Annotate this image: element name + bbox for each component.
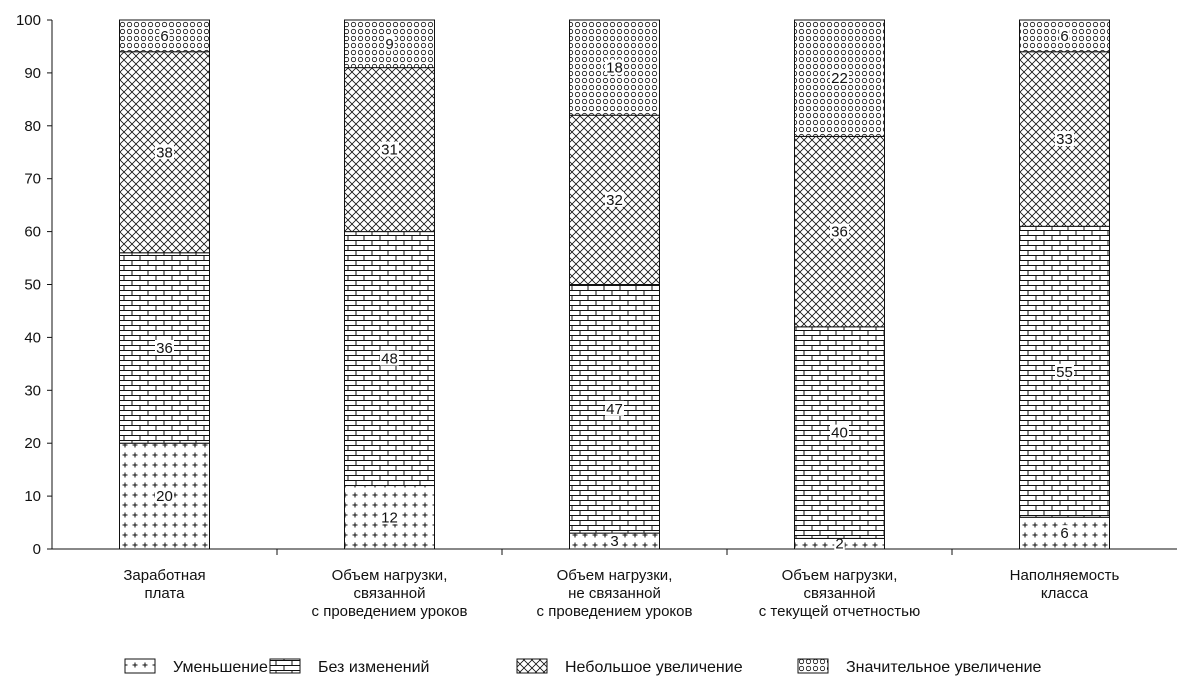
x-category-label-line: Объем нагрузки, [557,567,673,584]
data-label-bg [155,339,174,355]
data-label: 6 [1060,28,1068,45]
data-label-bg [605,191,624,207]
legend-swatch [797,658,829,674]
data-label: 31 [381,142,398,159]
y-tick-label: 60 [24,224,41,241]
x-category-label-line: Объем нагрузки, [332,567,448,584]
y-tick-label: 100 [16,12,41,29]
data-label: 3 [610,533,618,550]
data-label: 48 [381,351,398,368]
legend-label: Значительное увеличение [846,659,1042,676]
data-label: 55 [1056,364,1073,381]
data-label: 32 [606,192,623,209]
x-category-label-line: с проведением уроков [312,603,468,620]
x-category-label-line: Заработная [123,567,205,584]
data-label-bg [155,488,174,504]
x-category-label-line: с проведением уроков [537,603,693,620]
data-label-bg [380,350,399,366]
y-tick-label: 30 [24,382,41,399]
data-label: 6 [1060,525,1068,542]
legend-item: Значительное увеличение [797,658,1042,676]
data-label-bg [834,535,845,551]
x-category-label-line: класса [1041,585,1089,602]
bars: 20 36 38 6 12 48 31 9 3 47 32 18 2 40 36 22 6 55 33 6 [119,19,1110,553]
x-category-label-line: Объем нагрузки, [782,567,898,584]
y-tick-label: 40 [24,329,41,346]
data-label-bg [830,424,849,440]
legend: Уменьшение Без изменений Небольшое увеличе… [124,658,1042,676]
data-label: 40 [831,425,848,442]
legend-swatch [124,658,156,674]
bar-stack: 3 47 32 18 [569,19,660,550]
legend-label: Уменьшение [173,659,268,676]
legend-swatch [269,658,301,674]
data-label-bg [380,509,399,525]
data-label-bg [605,400,624,416]
data-label-bg [1055,131,1074,147]
bar-stack: 12 48 31 9 [344,19,435,550]
data-label: 20 [156,488,173,505]
data-label-bg [1059,27,1070,43]
legend-item: Небольшое увеличение [516,658,743,676]
data-label-bg [830,70,849,86]
x-category-label-line: плата [145,585,186,602]
y-tick-label: 10 [24,488,41,505]
data-label: 47 [606,401,623,418]
y-tick-label: 80 [24,118,41,135]
data-label-bg [609,533,620,549]
legend-item: Уменьшение [124,658,268,676]
x-category-label: Наполняемость класса [1010,567,1120,602]
data-label-bg [830,223,849,239]
x-category-label: Объем нагрузки, связанной с проведением ур… [312,567,468,620]
x-category-label: Заработная плата [123,567,205,602]
bar-stack: 6 55 33 6 [1019,19,1110,550]
x-category-label-line: связанной [354,585,426,602]
data-label: 36 [156,340,173,357]
y-tick-label: 70 [24,171,41,188]
data-label-bg [159,27,170,43]
data-label: 2 [835,536,843,553]
data-label: 33 [1056,131,1073,148]
axes: 0 10 20 30 40 50 60 70 80 90 100 [16,12,1177,558]
data-label-bg [605,59,624,75]
data-label: 6 [160,28,168,45]
y-tick-label: 50 [24,277,41,294]
data-label-bg [384,35,395,51]
x-category-label: Объем нагрузки, не связанной с проведением… [537,567,693,620]
data-label-bg [380,141,399,157]
data-label: 22 [831,70,848,87]
x-category-label: Объем нагрузки, связанной с текущей отчетн… [759,567,920,620]
y-tick-label: 90 [24,65,41,82]
data-label: 18 [606,60,623,77]
bar-stack: 20 36 38 6 [119,19,210,550]
legend-label: Небольшое увеличение [565,659,743,676]
legend-label: Без изменений [318,659,429,676]
bar-stack: 2 40 36 22 [794,19,885,553]
data-label-bg [1059,525,1070,541]
y-tick-label: 20 [24,435,41,452]
data-label: 38 [156,144,173,161]
x-category-label-line: с текущей отчетностью [759,603,920,620]
data-label: 12 [381,509,398,526]
data-label: 9 [385,36,393,53]
legend-swatch [516,658,548,674]
x-category-label-line: не связанной [568,585,661,602]
data-label-bg [1055,363,1074,379]
legend-item: Без изменений [269,658,429,676]
data-label: 36 [831,224,848,241]
x-category-label-line: Наполняемость [1010,567,1120,584]
y-tick-label: 0 [33,541,41,558]
data-label-bg [155,144,174,160]
x-category-label-line: связанной [804,585,876,602]
